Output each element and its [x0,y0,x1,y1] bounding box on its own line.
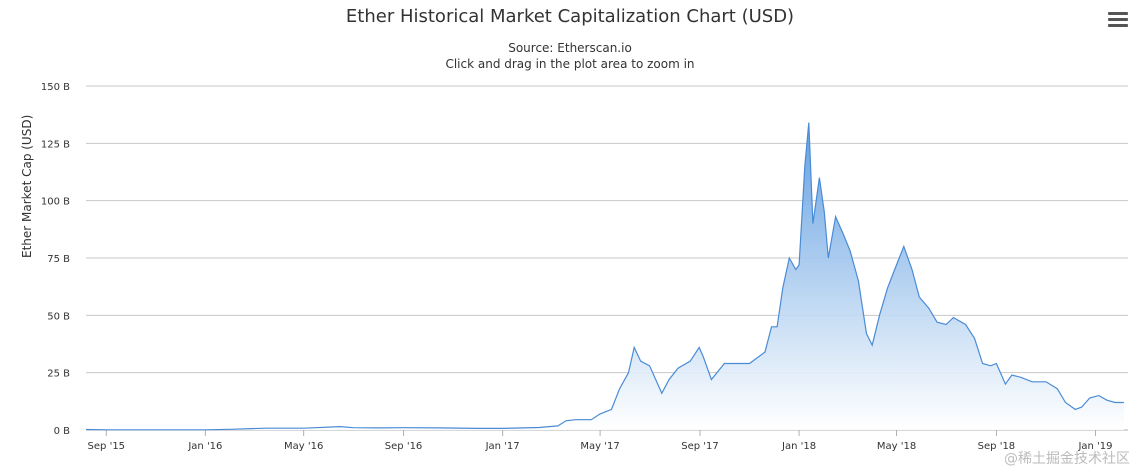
y-tick-label: 75 B [47,254,70,265]
watermark-text: @稀土掘金技术社区 [1004,451,1130,467]
y-axis-ticks: 0 B 25 B 50 B 75 B 100 B 125 B 150 B [41,82,70,437]
series-layer [85,122,1124,431]
y-tick-label: 25 B [47,369,70,380]
y-tick-label: 150 B [41,82,70,93]
x-tick-label: Sep '16 [385,441,423,452]
zoom-hint-text: Click and drag in the plot area to zoom … [445,57,695,71]
x-tick-label: Sep '15 [88,441,126,452]
x-axis-ticks: Sep '15 Jan '16 May '16 Sep '16 Jan '17 May '… [88,430,1113,452]
y-tick-label: 100 B [41,197,70,208]
series-area [86,122,1124,430]
x-tick-label: Sep '18 [978,441,1016,452]
x-tick-label: Sep '17 [681,441,719,452]
y-tick-label: 0 B [54,426,71,437]
chart-title: Ether Historical Market Capitalization C… [345,6,795,27]
y-tick-label: 50 B [47,311,70,322]
x-tick-label: May '16 [284,441,323,452]
source-text: Source: Etherscan.io [508,41,632,55]
y-tick-label: 125 B [41,139,70,150]
chart-subtitle: Source: Etherscan.io Click and drag in t… [0,40,1140,72]
x-tick-label: May '18 [877,441,916,452]
x-tick-label: May '17 [580,441,619,452]
hamburger-menu-icon[interactable] [1108,12,1128,30]
x-tick-label: Jan '18 [781,441,816,452]
x-tick-label: Jan '17 [485,441,520,452]
series-line [85,122,1124,431]
x-tick-label: Jan '16 [187,441,222,452]
x-tick-label: Jan '19 [1077,441,1112,452]
